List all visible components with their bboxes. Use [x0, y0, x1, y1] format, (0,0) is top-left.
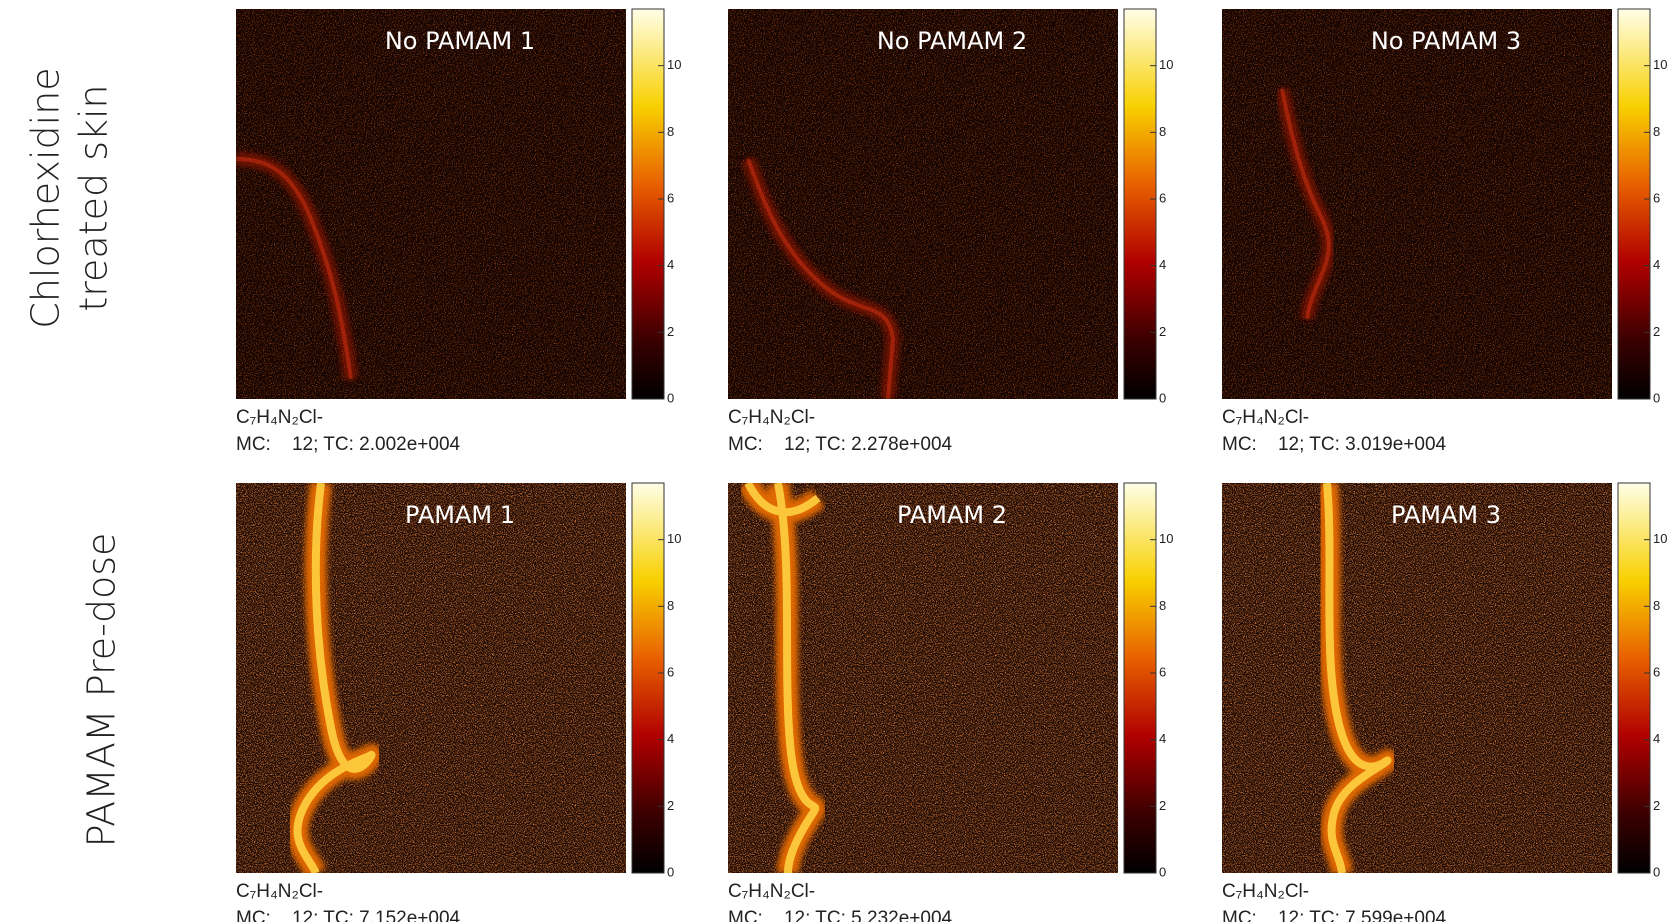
- colorbar-tick-label: 2: [1653, 798, 1660, 813]
- image-noise: [1222, 9, 1612, 399]
- colorbar-tick-label: 4: [667, 731, 674, 746]
- colorbar-tick-label: 2: [1653, 324, 1660, 339]
- panel: No PAMAM 1 C₇H₄N₂Cl- MC: 12; TC: 2.002e+00…: [236, 8, 681, 455]
- colorbar: [1123, 8, 1157, 400]
- colorbar-tick-label: 4: [667, 257, 674, 272]
- counts: MC: 12; TC: 2.278e+004: [728, 434, 953, 455]
- colorbar-tick-label: 10: [1653, 531, 1667, 546]
- colorbar-tick-label: 0: [1159, 390, 1166, 405]
- colorbar-tick-label: 6: [1159, 190, 1166, 205]
- colorbar-tick-label: 10: [667, 531, 681, 546]
- image: [236, 9, 626, 399]
- colorbar-tick-label: 10: [1653, 57, 1667, 72]
- formula: C₇H₄N₂Cl-: [728, 881, 815, 902]
- image: [236, 483, 626, 873]
- panel: No PAMAM 3 C₇H₄N₂Cl- MC: 12; TC: 3.019e+00…: [1222, 8, 1667, 455]
- colorbar: [1617, 8, 1651, 400]
- colorbar-tick-label: 4: [1653, 257, 1660, 272]
- image: [728, 483, 1118, 873]
- image-feature: [1323, 483, 1392, 873]
- colorbar-tick-label: 6: [1653, 190, 1660, 205]
- panel: PAMAM 1 C₇H₄N₂Cl- MC: 12; TC: 7.152e+004 0 2…: [236, 482, 681, 922]
- colorbar-tick-label: 0: [1653, 390, 1660, 405]
- image-feature: [1280, 88, 1331, 320]
- formula: C₇H₄N₂Cl-: [236, 881, 323, 902]
- colorbar: [1617, 482, 1651, 874]
- row-label: Chlorhexidine: [24, 67, 68, 328]
- colorbar-tick-label: 10: [1159, 57, 1173, 72]
- colorbar-tick-label: 4: [1653, 731, 1660, 746]
- counts: MC: 12; TC: 2.002e+004: [236, 434, 461, 455]
- counts: MC: 12; TC: 7.152e+004: [236, 908, 461, 922]
- panel: PAMAM 3 C₇H₄N₂Cl- MC: 12; TC: 7.599e+004 0 2…: [1222, 482, 1667, 922]
- colorbar-tick-label: 2: [667, 798, 674, 813]
- row-label: PAMAM Pre-dose: [80, 533, 124, 848]
- formula: C₇H₄N₂Cl-: [1222, 407, 1309, 428]
- colorbar-tick-label: 8: [667, 124, 674, 139]
- panel: No PAMAM 2 C₇H₄N₂Cl- MC: 12; TC: 2.278e+00…: [728, 8, 1173, 455]
- colorbar-tick-label: 8: [667, 598, 674, 613]
- colorbar-tick-label: 6: [667, 190, 674, 205]
- colorbar-tick-label: 8: [1159, 598, 1166, 613]
- image-feature: [746, 158, 896, 399]
- formula: C₇H₄N₂Cl-: [1222, 881, 1309, 902]
- colorbar-tick-label: 10: [667, 57, 681, 72]
- colorbar-tick-label: 8: [1653, 598, 1660, 613]
- formula: C₇H₄N₂Cl-: [236, 407, 323, 428]
- image-feature: [744, 483, 821, 873]
- colorbar: [631, 8, 665, 400]
- colorbar-tick-label: 2: [667, 324, 674, 339]
- colorbar-tick-label: 0: [667, 864, 674, 879]
- image-noise: [1222, 483, 1612, 873]
- image: [1222, 483, 1612, 873]
- image: [1222, 9, 1612, 399]
- image-feature: [236, 157, 353, 380]
- image: [728, 9, 1118, 399]
- row-label: treated skin: [72, 84, 116, 311]
- formula: C₇H₄N₂Cl-: [728, 407, 815, 428]
- colorbar-tick-label: 0: [1653, 864, 1660, 879]
- colorbar: [1123, 482, 1157, 874]
- colorbar-tick-label: 8: [1159, 124, 1166, 139]
- counts: MC: 12; TC: 5.232e+004: [728, 908, 953, 922]
- panel-title: No PAMAM 2: [877, 27, 1027, 55]
- panel: PAMAM 2 C₇H₄N₂Cl- MC: 12; TC: 5.232e+004 0 2…: [728, 482, 1173, 922]
- colorbar-tick-label: 2: [1159, 798, 1166, 813]
- colorbar-tick-label: 4: [1159, 257, 1166, 272]
- image-noise: [728, 9, 1118, 399]
- panel-title: PAMAM 3: [1391, 501, 1501, 529]
- colorbar-tick-label: 0: [667, 390, 674, 405]
- colorbar-tick-label: 10: [1159, 531, 1173, 546]
- colorbar-tick-label: 2: [1159, 324, 1166, 339]
- colorbar-tick-label: 8: [1653, 124, 1660, 139]
- panel-title: No PAMAM 1: [385, 27, 535, 55]
- counts: MC: 12; TC: 3.019e+004: [1222, 434, 1447, 455]
- panel-title: PAMAM 2: [897, 501, 1007, 529]
- colorbar-tick-label: 6: [1159, 664, 1166, 679]
- image-feature: [293, 483, 376, 873]
- counts: MC: 12; TC: 7.599e+004: [1222, 908, 1447, 922]
- image-noise: [236, 9, 626, 399]
- colorbar-tick-label: 6: [667, 664, 674, 679]
- panel-title: No PAMAM 3: [1371, 27, 1521, 55]
- panel-title: PAMAM 1: [405, 501, 515, 529]
- colorbar-tick-label: 0: [1159, 864, 1166, 879]
- colorbar: [631, 482, 665, 874]
- colorbar-tick-label: 6: [1653, 664, 1660, 679]
- colorbar-tick-label: 4: [1159, 731, 1166, 746]
